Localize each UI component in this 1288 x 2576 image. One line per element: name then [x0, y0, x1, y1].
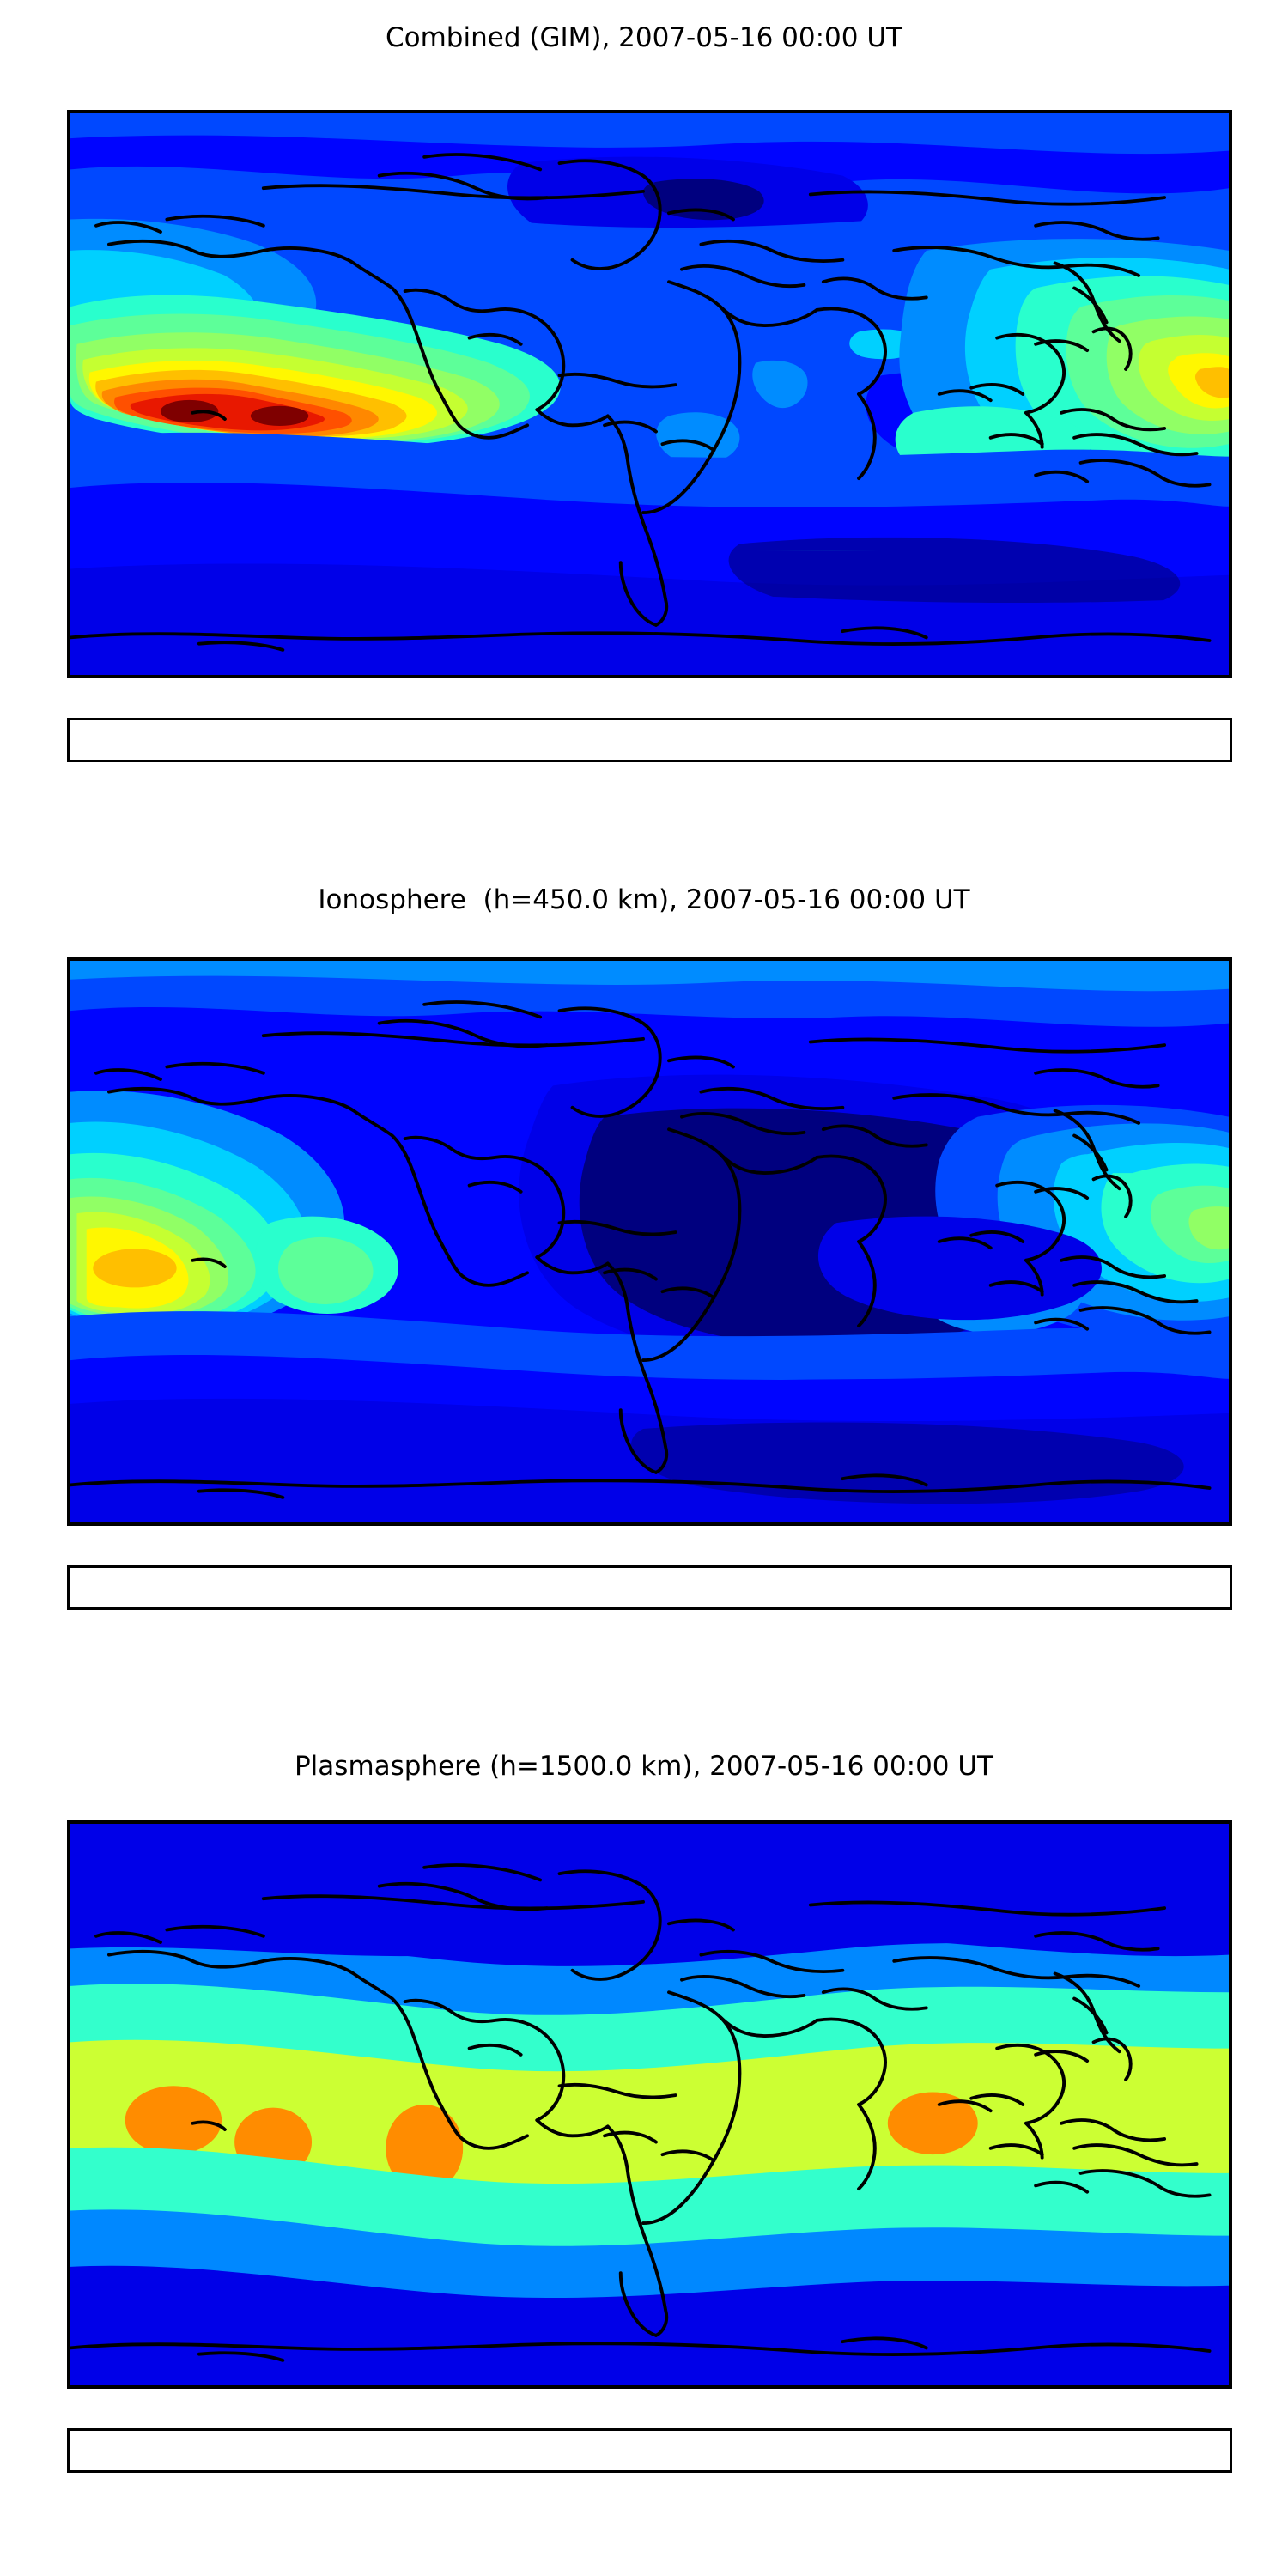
colorbar-ionosphere-ticks [67, 1610, 1232, 1625]
colorbar-ionosphere-bands[interactable] [67, 1565, 1232, 1610]
map-svg-ionosphere [70, 961, 1229, 1522]
coastline-layer-combined [70, 153, 1212, 652]
colorbar-combined-ticks [67, 762, 1232, 778]
colorbar-combined-labels [67, 778, 1232, 814]
colorbar-ionosphere-labels [67, 1625, 1232, 1662]
coastline-layer-plasmasphere [70, 1863, 1212, 2362]
colorbar-plasmasphere [67, 2428, 1232, 2524]
contour-layer-plasmasphere [70, 1824, 1229, 2385]
contour-layer-ionosphere [70, 961, 1229, 1522]
colorbar-ionosphere [67, 1565, 1232, 1662]
panel-title-ionosphere: Ionosphere (h=450.0 km), 2007-05-16 00:0… [318, 884, 970, 915]
colorbar-plasmasphere-labels [67, 2488, 1232, 2524]
map-plasmasphere [67, 1820, 1232, 2389]
map-combined-gim [67, 110, 1232, 678]
colorbar-plasmasphere-ticks [67, 2473, 1232, 2488]
colorbar-combined-bands[interactable] [67, 718, 1232, 762]
map-svg-combined [70, 113, 1229, 675]
colorbar-plasmasphere-bands[interactable] [67, 2428, 1232, 2473]
panel-title-combined: Combined (GIM), 2007-05-16 00:00 UT [386, 22, 902, 53]
colorbar-combined [67, 718, 1232, 814]
coastline-layer-ionosphere [70, 1000, 1212, 1499]
map-ionosphere [67, 957, 1232, 1526]
map-svg-plasmasphere [70, 1824, 1229, 2385]
panel-title-plasmasphere: Plasmasphere (h=1500.0 km), 2007-05-16 0… [294, 1751, 993, 1782]
